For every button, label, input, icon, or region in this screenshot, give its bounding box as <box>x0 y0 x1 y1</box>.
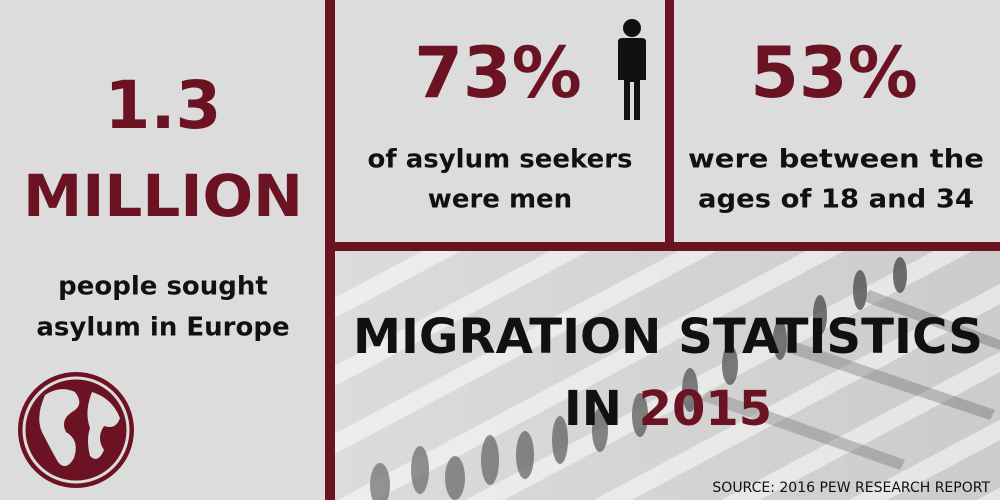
stat-caption: were men <box>428 185 572 215</box>
stat-caption: were between the <box>688 145 984 175</box>
stat-caption: ages of 18 and 34 <box>698 185 974 215</box>
person-icon <box>618 19 646 120</box>
stat-caption: of asylum seekers <box>367 145 632 175</box>
stat-caption: people sought <box>58 272 268 302</box>
banner-title: MIGRATION STATISTICS <box>353 309 983 365</box>
banner-year: 2015 <box>639 381 773 437</box>
stat-unit: MILLION <box>23 162 303 230</box>
stat-number: 53% <box>750 32 918 114</box>
globe-icon <box>18 372 134 488</box>
dividers <box>325 0 1000 500</box>
banner-prefix: IN <box>564 381 622 437</box>
stat-number: 1.3 <box>105 67 222 144</box>
photo-background <box>335 250 1000 500</box>
stat-number: 73% <box>414 32 582 114</box>
source-note: SOURCE: 2016 PEW RESEARCH REPORT <box>712 480 990 496</box>
stat-caption: asylum in Europe <box>36 313 289 343</box>
banner-title-line2: IN 2015 <box>564 381 772 437</box>
